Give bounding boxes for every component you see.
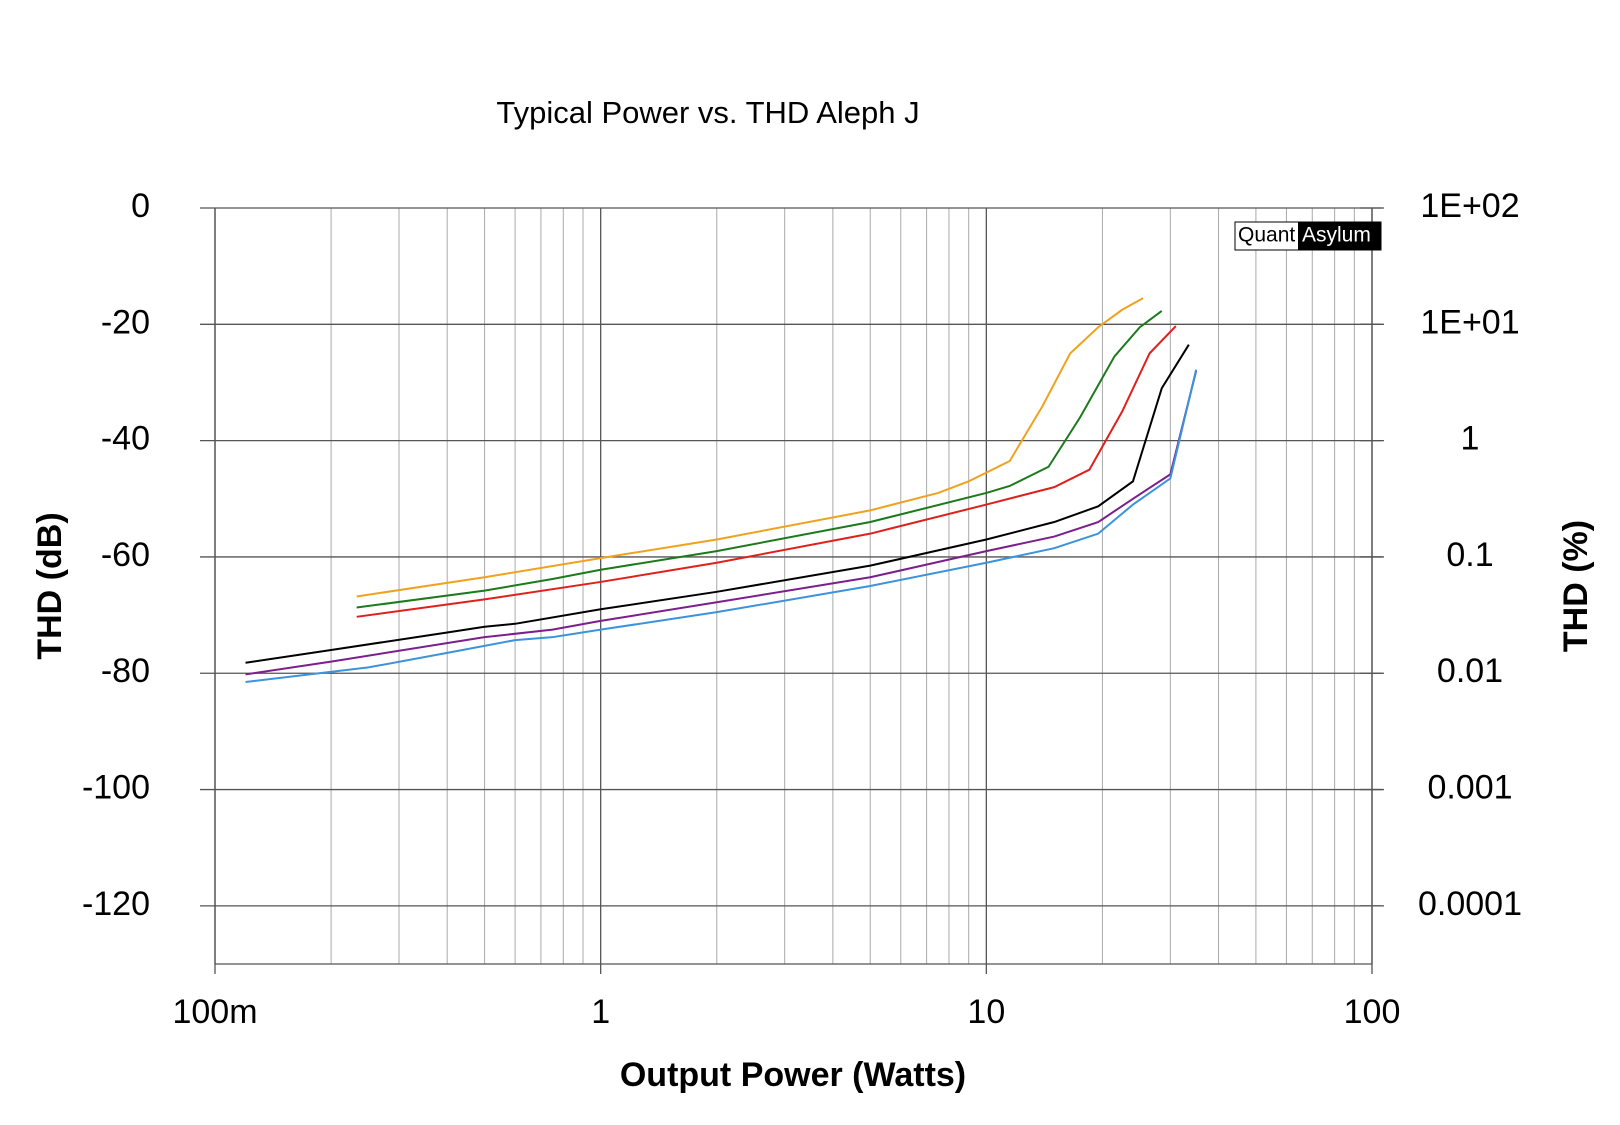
logo-left: Quant (1238, 224, 1295, 247)
y2-tick-label: 1E+02 (1420, 187, 1519, 225)
series-line (356, 310, 1163, 609)
series-line (245, 370, 1198, 676)
y2-tick-label: 1E+01 (1420, 303, 1519, 341)
y-tick-label: -20 (101, 303, 150, 341)
x-axis-label: Output Power (Watts) (620, 1056, 966, 1094)
series-line (356, 297, 1144, 598)
y2-axis-label: THD (%) (1557, 520, 1595, 652)
y-tick-label: 0 (131, 187, 150, 225)
x-tick-label: 100m (172, 993, 257, 1031)
y-tick-label: -120 (82, 885, 150, 923)
logo-dark (1298, 222, 1381, 250)
y-tick-label: -40 (101, 420, 150, 458)
series-line (245, 369, 1198, 683)
y2-tick-label: 0.0001 (1418, 885, 1522, 923)
y-tick-label: -100 (82, 769, 150, 807)
x-tick-label: 1 (591, 993, 610, 1031)
y2-tick-label: 1 (1461, 420, 1480, 458)
y-axis-label: THD (dB) (31, 512, 69, 659)
logo-right: Asylum (1302, 224, 1371, 247)
series-line (356, 325, 1177, 618)
y2-tick-label: 0.001 (1427, 769, 1512, 807)
y-tick-label: -60 (101, 536, 150, 574)
series-line (245, 344, 1190, 664)
y-tick-label: -80 (101, 652, 150, 690)
x-tick-label: 10 (967, 993, 1005, 1031)
chart-title: Typical Power vs. THD Aleph J (496, 95, 919, 130)
x-tick-label: 100 (1344, 993, 1401, 1031)
y2-tick-label: 0.1 (1446, 536, 1493, 574)
y2-tick-label: 0.01 (1437, 652, 1503, 690)
